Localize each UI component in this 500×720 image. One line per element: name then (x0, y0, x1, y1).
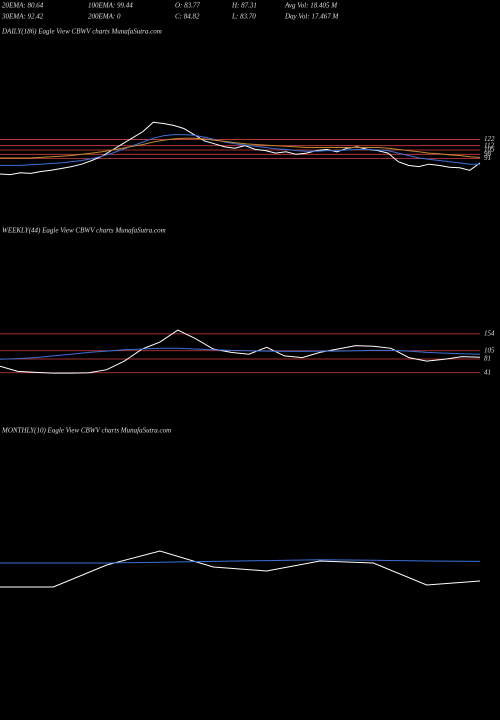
stat-label: Day Vol: 17.467 M (284, 13, 339, 21)
stat-label: 100EMA: 99.44 (88, 2, 133, 10)
price-line (0, 121, 481, 176)
stat-label: L: 83.70 (231, 13, 256, 21)
panel-title: DAILY(186) Eagle View CBWV charts Munafa… (1, 28, 162, 36)
y-tick-label: 105 (484, 146, 495, 154)
y-tick-label: 122 (484, 135, 495, 143)
price-line (0, 559, 481, 564)
price-line (0, 347, 481, 360)
y-tick-label: 98 (484, 150, 492, 158)
price-line (0, 550, 481, 588)
price-line (0, 134, 480, 166)
stat-label: 200EMA: 0 (88, 13, 121, 21)
price-line (0, 137, 481, 159)
stat-label: O: 83.77 (175, 2, 200, 10)
stat-label: Avg Vol: 18.405 M (284, 2, 338, 10)
y-tick-label: 154 (484, 329, 495, 337)
panel-title: WEEKLY(44) Eagle View CBWV charts Munafa… (2, 227, 166, 235)
stat-label: 30EMA: 92.42 (1, 13, 44, 21)
panel-title: MONTHLY(10) Eagle View CBWV charts Munaf… (1, 427, 171, 435)
stat-label: C: 84.82 (175, 13, 200, 21)
stat-label: H: 87.31 (231, 2, 257, 10)
y-tick-label: 105 (484, 346, 495, 354)
y-tick-label: 41 (484, 368, 491, 376)
y-tick-label: 81 (484, 355, 491, 363)
stat-label: 20EMA: 80.64 (2, 2, 44, 10)
y-tick-label: 112 (484, 141, 494, 149)
y-tick-label: 91 (484, 154, 491, 162)
price-line (0, 329, 481, 374)
